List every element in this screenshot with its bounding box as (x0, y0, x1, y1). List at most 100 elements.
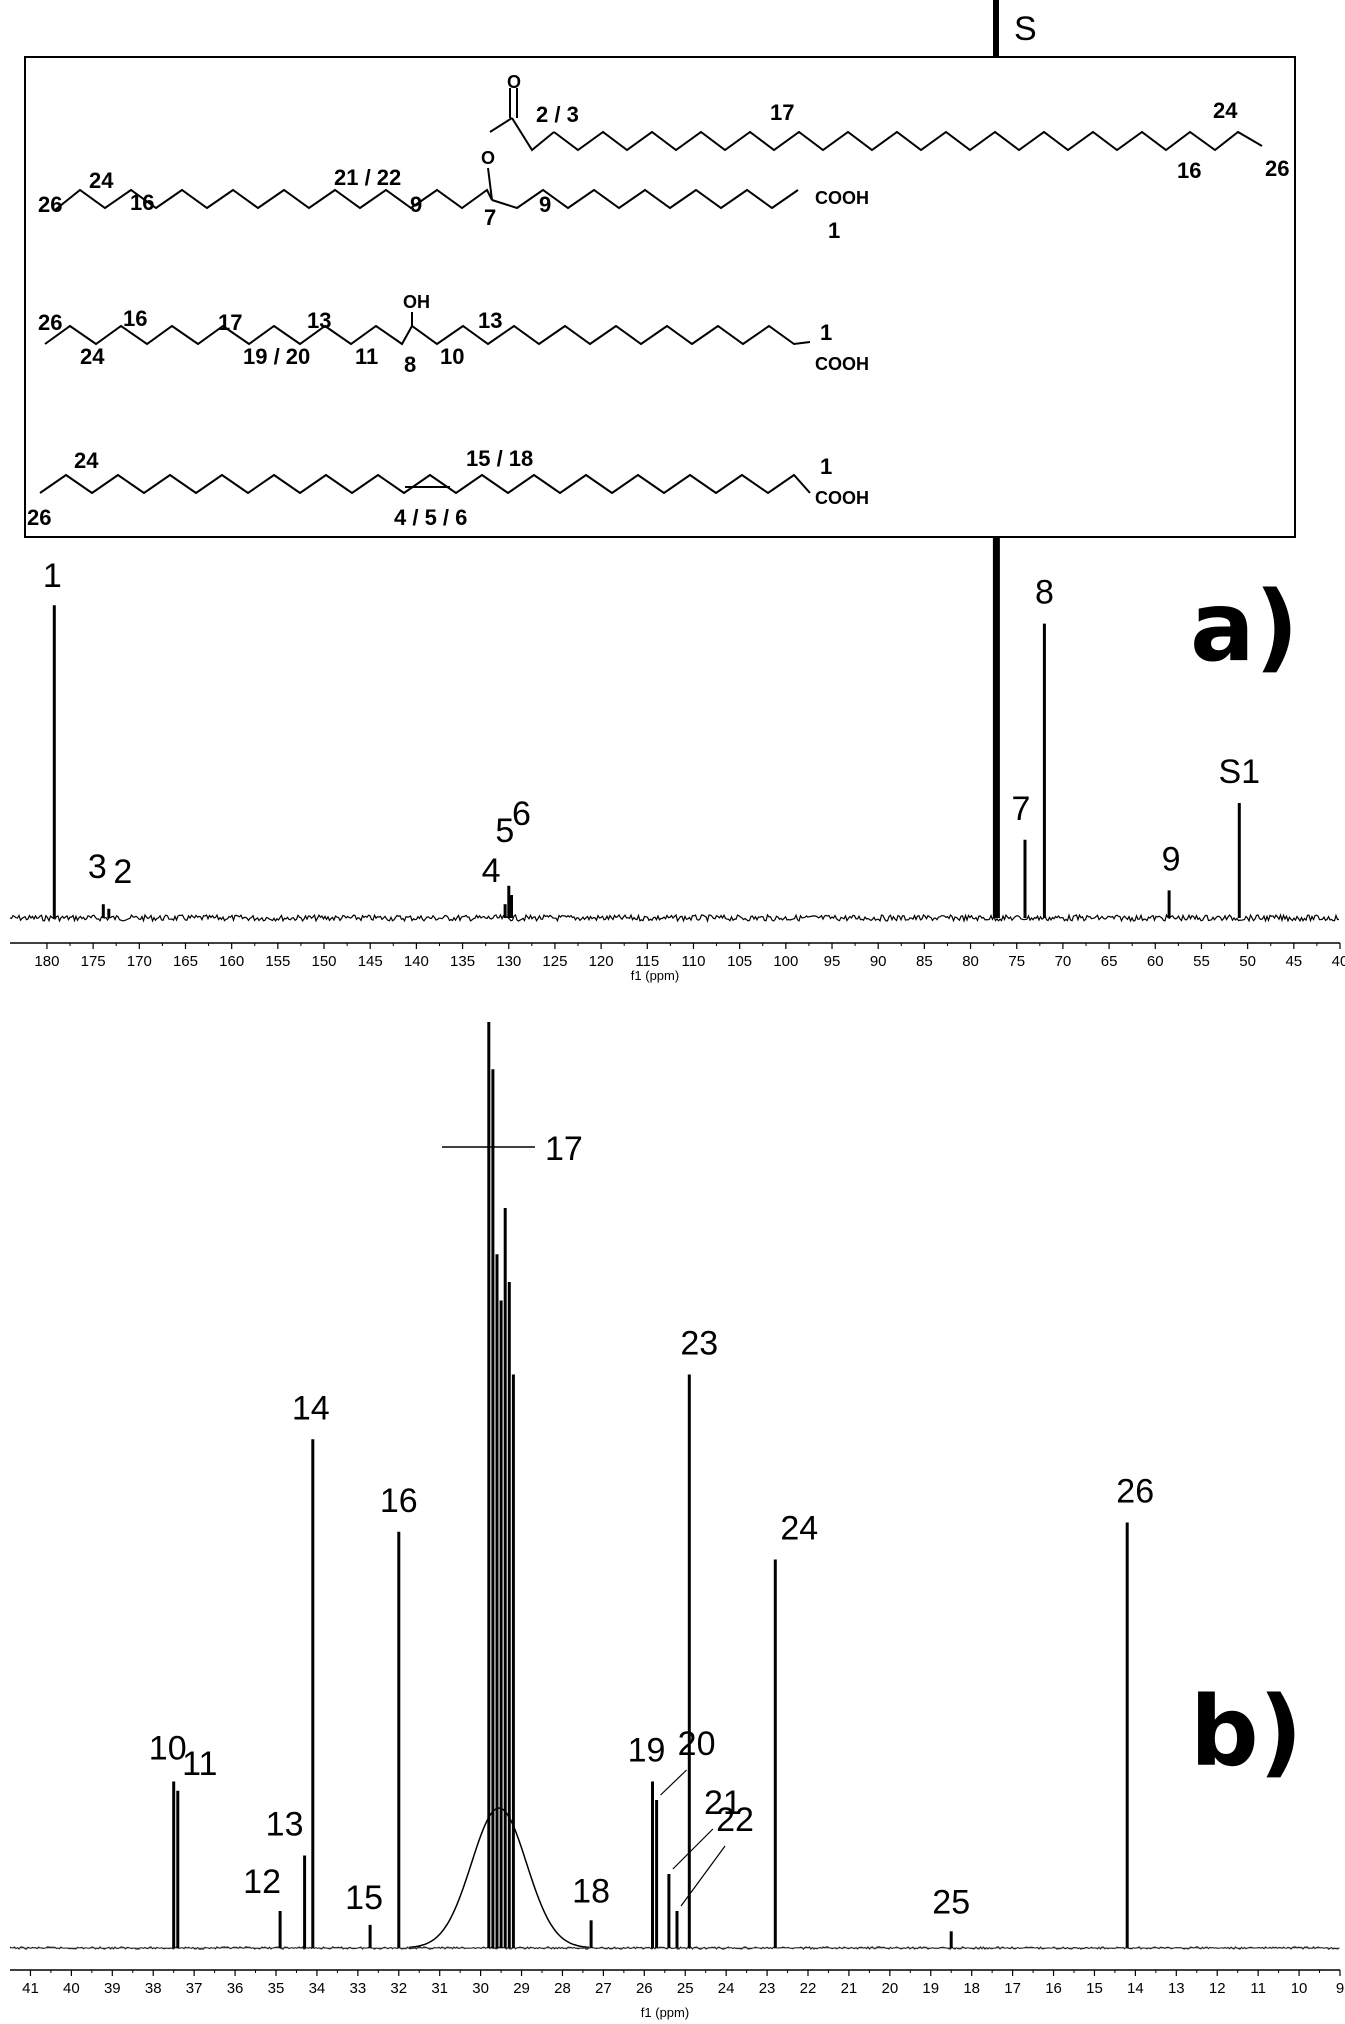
peak-label: 23 (680, 1325, 718, 1363)
x-tick-label: 150 (312, 953, 337, 970)
x-tick-label: 17 (1004, 1980, 1021, 1997)
mol2-label: 11 (355, 344, 378, 369)
x-axis-label: f1 (ppm) (641, 2005, 689, 2020)
x-tick-label: 38 (145, 1980, 162, 1997)
x-tick-label: 16 (1045, 1980, 1062, 1997)
x-tick-label: 160 (219, 953, 244, 970)
mol2-label: 13 (478, 308, 502, 333)
x-axis-label: f1 (ppm) (631, 968, 679, 983)
x-tick-label: 40 (63, 1980, 80, 1997)
mol3-label: 15 / 18 (466, 446, 533, 471)
x-tick-label: 13 (1168, 1980, 1185, 1997)
solvent-label: S (1014, 10, 1037, 48)
x-tick-label: 60 (1147, 953, 1164, 970)
x-tick-label: 50 (1239, 953, 1256, 970)
leader-line (680, 1845, 726, 1907)
mol3-label: 1 (820, 454, 832, 479)
mol2-label: 19 / 20 (243, 344, 310, 369)
x-tick-label: 41 (22, 1980, 39, 1997)
peak-label: 2 (113, 853, 132, 891)
mol1-label: 2 / 3 (536, 102, 579, 127)
x-tick-label: 20 (882, 1980, 899, 1997)
mol1-label: 24 (1213, 98, 1238, 123)
molecule-2-labels: OH COOH 26 16 17 13 13 1 24 19 / 20 11 8… (38, 292, 869, 377)
x-tick-label: 15 (1086, 1980, 1103, 1997)
mol2-cooh: COOH (815, 354, 869, 374)
molecule-3-labels: COOH 24 15 / 18 1 26 4 / 5 / 6 (27, 446, 869, 530)
mol1-label: 21 / 22 (334, 165, 401, 190)
mol1-label: 9 (539, 192, 551, 217)
mol2-label: 24 (80, 344, 105, 369)
peak-label: 18 (572, 1872, 610, 1910)
x-tick-label: 35 (268, 1980, 285, 1997)
x-tick-label: 170 (127, 953, 152, 970)
x-tick-label: 175 (81, 953, 106, 970)
mol1-ester-oxygen: O (481, 148, 495, 168)
peak-label: 25 (932, 1883, 970, 1921)
x-tick-label: 36 (227, 1980, 244, 1997)
structure-frame (24, 56, 1296, 538)
mol1-label: 7 (484, 205, 496, 230)
x-tick-label: 11 (1250, 1980, 1266, 1997)
mol2-label: 13 (307, 308, 331, 333)
x-tick-label: 130 (496, 953, 521, 970)
peak-label: 24 (780, 1510, 818, 1548)
mol2-label: 8 (404, 352, 416, 377)
peak-label: 12 (243, 1863, 281, 1901)
x-tick-label: 90 (870, 953, 887, 970)
x-tick-label: 24 (718, 1980, 735, 1997)
mol1-label: 26 (38, 192, 62, 217)
molecule-3 (39, 473, 811, 495)
x-tick-label: 37 (186, 1980, 203, 1997)
peak-label: 14 (292, 1389, 330, 1427)
mol3-label: 26 (27, 505, 51, 530)
peak-label-17: 17 (545, 1130, 583, 1168)
mol1-carbonyl-oxygen: O (507, 72, 521, 92)
peak-label: 10 (149, 1730, 187, 1768)
x-tick-label: 110 (682, 953, 706, 970)
x-tick-label: 34 (309, 1980, 326, 1997)
panel-label-b: b) (1190, 1676, 1303, 1788)
mol2-label: 10 (440, 344, 464, 369)
mol1-label: 1 (828, 218, 840, 243)
leader-line (660, 1769, 688, 1796)
peak-label: 7 (1012, 790, 1031, 828)
x-tick-label: 80 (962, 953, 979, 970)
x-tick-label: 9 (1336, 1980, 1344, 1997)
x-tick-label: 18 (963, 1980, 980, 1997)
molecule-2 (44, 312, 811, 346)
x-tick-label: 29 (513, 1980, 530, 1997)
x-tick-label: 135 (450, 953, 475, 970)
mol2-label: 1 (820, 320, 832, 345)
x-tick-label: 125 (542, 953, 567, 970)
peak-label: 16 (380, 1482, 418, 1520)
mol1-label: 17 (770, 100, 794, 125)
x-tick-label: 27 (595, 1980, 612, 1997)
x-tick-label: 30 (472, 1980, 489, 1997)
x-tick-label: 21 (841, 1980, 858, 1997)
x-tick-label: 65 (1101, 953, 1118, 970)
peak-label: 15 (345, 1879, 383, 1917)
x-tick-label: 100 (773, 953, 798, 970)
mol1-label: 16 (1177, 158, 1201, 183)
peak-label: S1 (1219, 753, 1261, 791)
x-tick-label: 25 (677, 1980, 694, 1997)
peak-label: 26 (1116, 1473, 1154, 1511)
leader-line (672, 1828, 714, 1870)
peak-label: 20 (678, 1725, 716, 1763)
peak-label: 19 (628, 1732, 666, 1770)
mol3-label: 4 / 5 / 6 (394, 505, 467, 530)
peak-label: 5 (495, 812, 514, 850)
molecule-1 (54, 88, 1263, 211)
x-tick-label: 39 (104, 1980, 121, 1997)
peak-label: 9 (1162, 840, 1181, 878)
x-tick-label: 19 (922, 1980, 939, 1997)
x-tick-label: 75 (1008, 953, 1025, 970)
panel-label-a: a) (1190, 571, 1299, 683)
x-tick-label: 45 (1285, 953, 1302, 970)
x-tick-label: 145 (358, 953, 383, 970)
x-tick-label: 40 (1332, 953, 1345, 970)
